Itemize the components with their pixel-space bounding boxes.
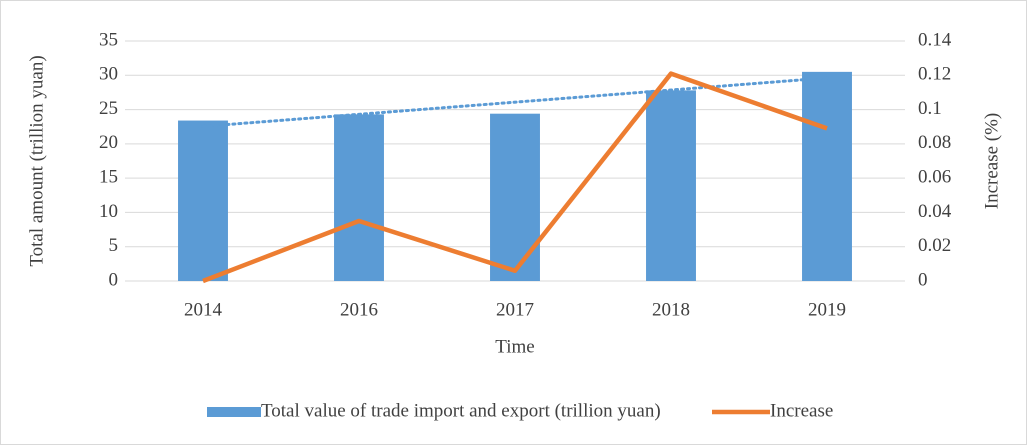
trendline: [201, 76, 829, 128]
x-axis-title: Time: [495, 336, 534, 357]
x-tick-label: 2017: [496, 299, 534, 320]
y2-tick-label: 0.02: [918, 235, 951, 256]
y-tick-label: 20: [99, 132, 118, 153]
y-tick-label: 30: [99, 64, 118, 85]
bar: [178, 120, 228, 282]
y2-tick-label: 0.08: [918, 132, 951, 153]
x-tick-label: 2018: [652, 299, 690, 320]
bar: [646, 90, 696, 281]
line: [202, 71, 828, 284]
y2-tick-label: 0.04: [918, 201, 952, 222]
legend-swatch: [207, 407, 261, 417]
y2-tick-label: 0.14: [918, 29, 952, 50]
y2-tick-label: 0.1: [918, 98, 942, 119]
bar: [490, 113, 540, 281]
y-tick-label: 35: [99, 29, 118, 50]
bar: [334, 114, 384, 281]
y-tick-label: 5: [109, 235, 119, 256]
y2-tick-label: 0.06: [918, 167, 951, 188]
x-tick-label: 2016: [340, 299, 378, 320]
y2-axis-title: Increase (%): [981, 113, 1002, 210]
y-tick-label: 25: [99, 98, 118, 119]
y2-tick-label: 0.12: [918, 64, 951, 85]
x-tick-label: 2014: [184, 299, 223, 320]
legend-label: Total value of trade import and export (…: [261, 400, 661, 421]
bar: [802, 71, 852, 281]
x-tick-label: 2019: [808, 299, 846, 320]
y-tick-label: 15: [99, 167, 118, 188]
y-tick-label: 10: [99, 201, 118, 222]
y-axis-title: Total amount (trillion yuan): [26, 55, 47, 266]
y2-tick-label: 0: [918, 269, 928, 290]
y-tick-label: 0: [109, 269, 119, 290]
legend-label: Increase: [770, 400, 833, 421]
